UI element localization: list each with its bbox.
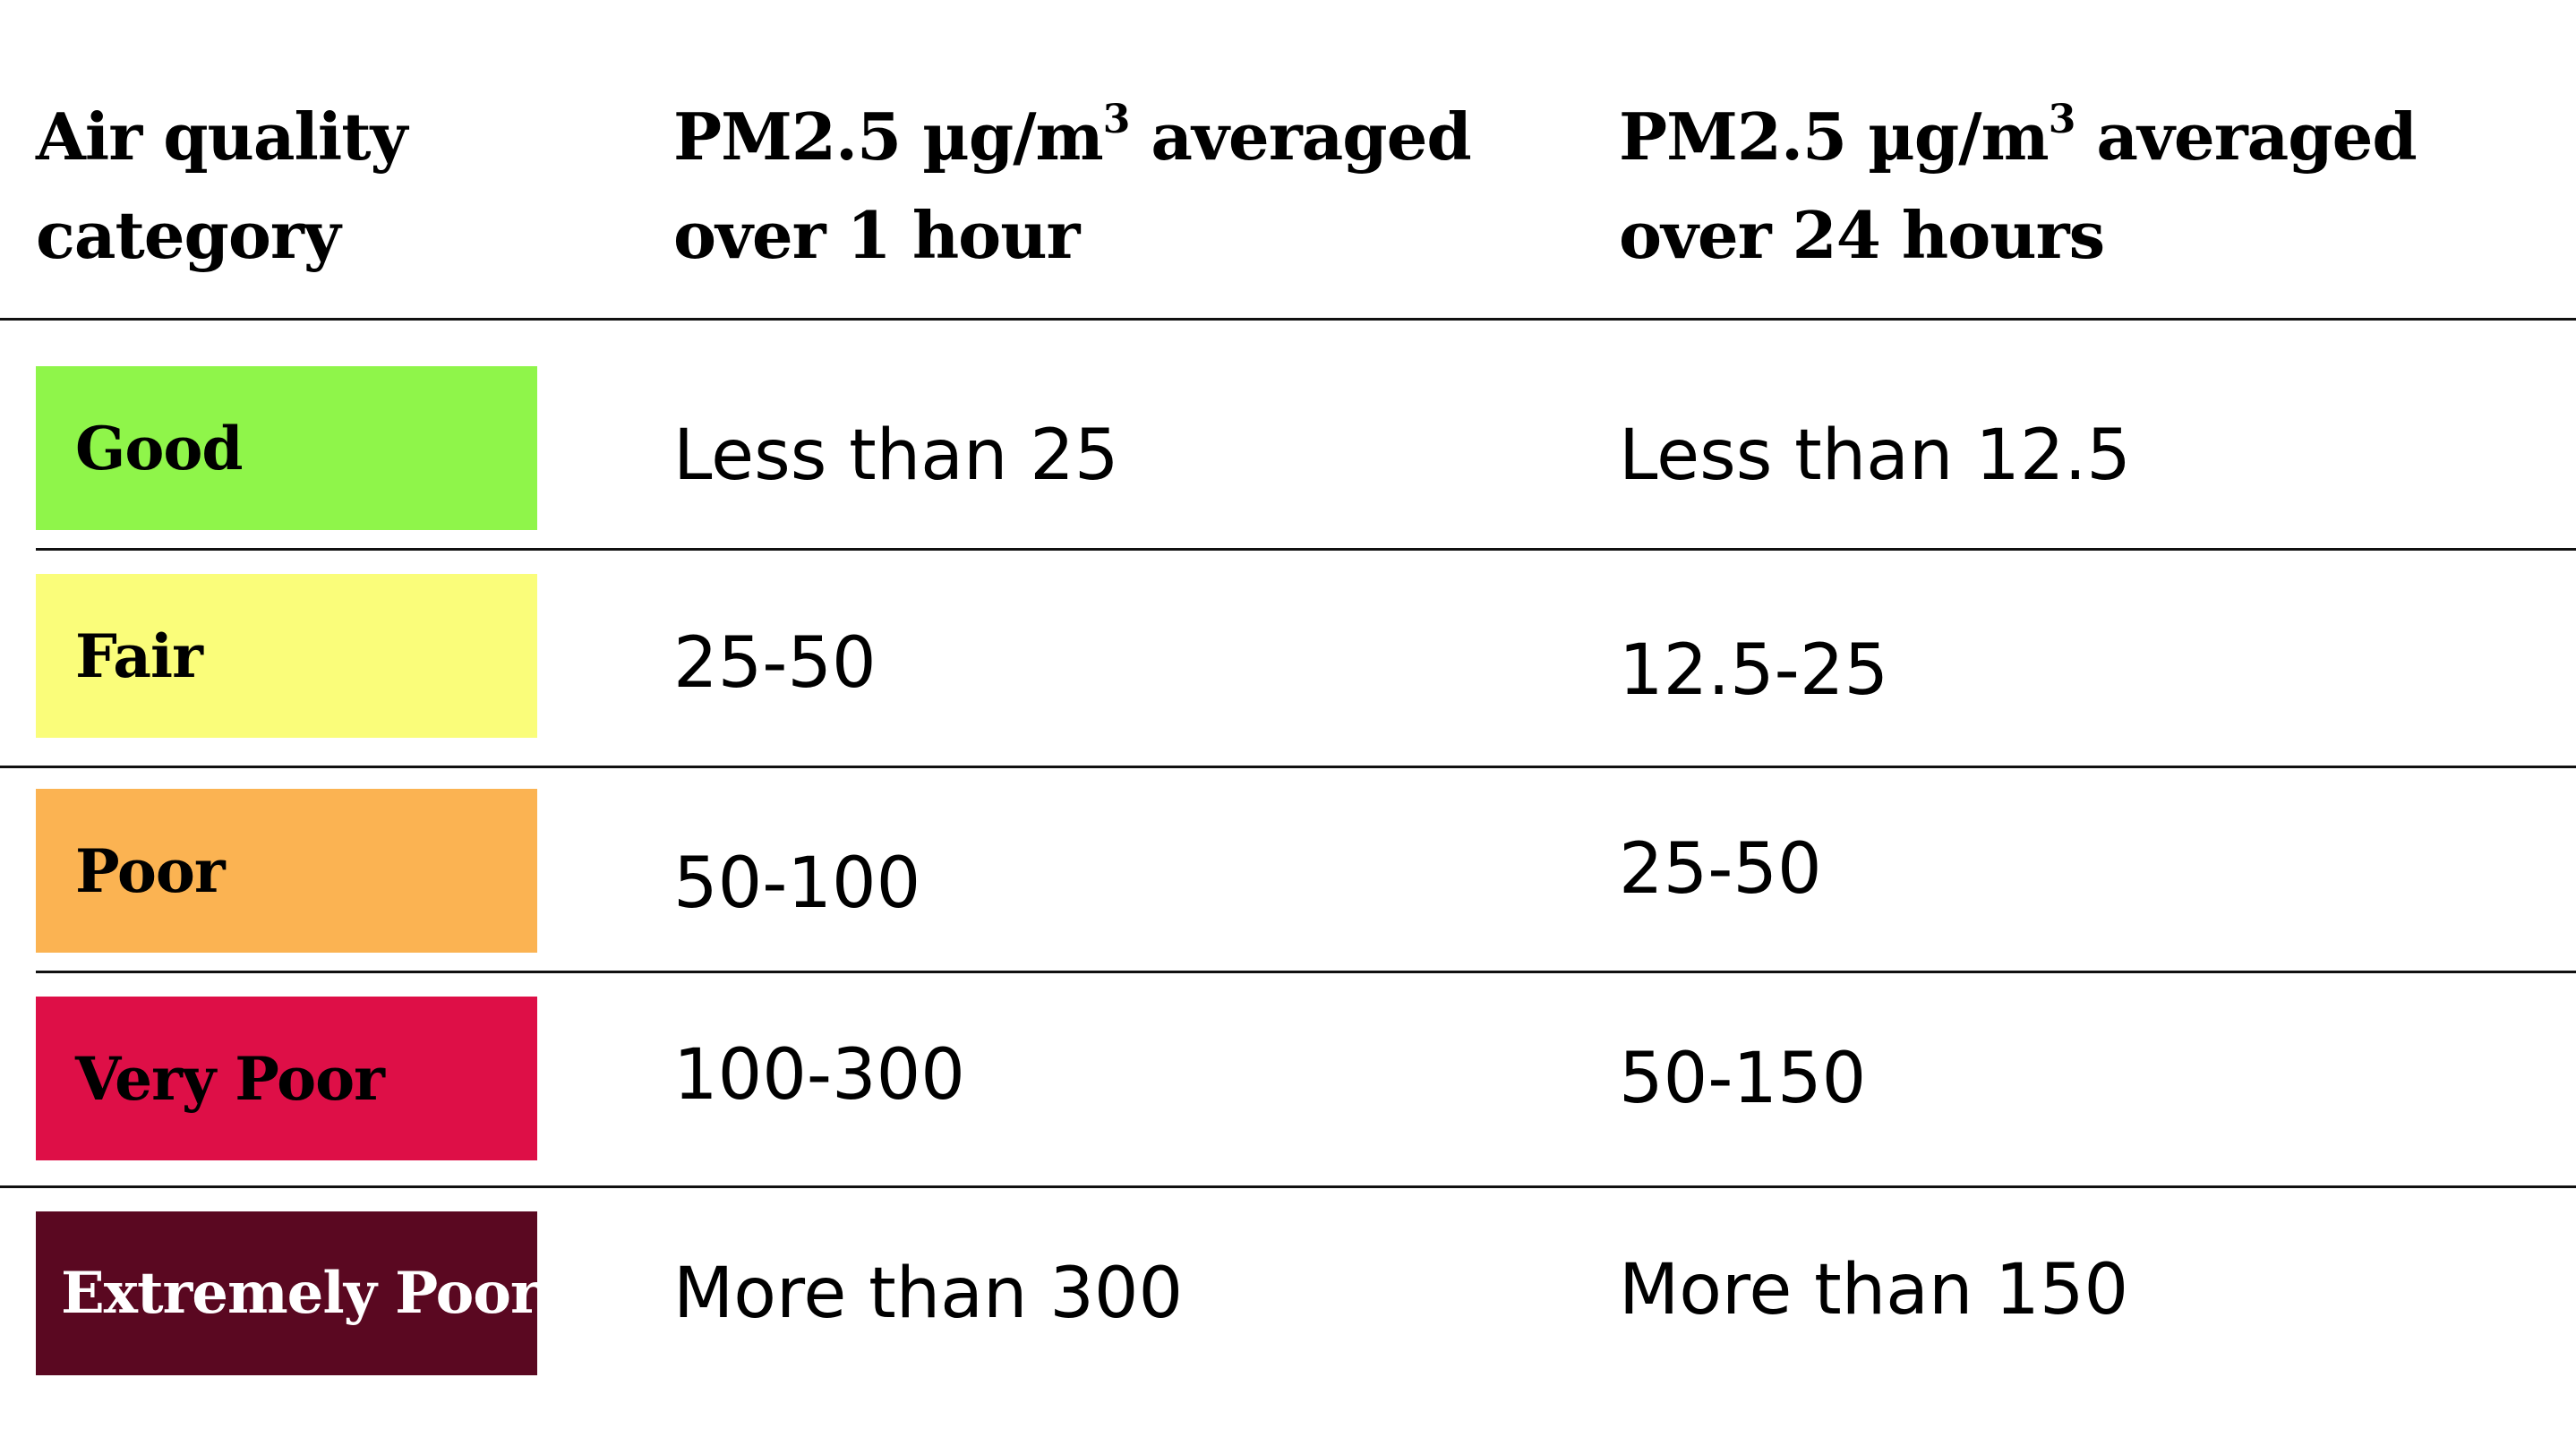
category-label: Poor [75,835,226,906]
value-24h-extremely-poor: More than 150 [1619,1250,2129,1331]
category-label: Good [75,413,244,483]
value-24h-good: Less than 12.5 [1619,415,2131,496]
header-category: Air quality category [36,88,407,285]
category-label: Fair [75,620,203,691]
category-badge-extremely-poor: Extremely Poor [36,1211,541,1375]
row-divider [36,548,2576,551]
category-badge-fair: Fair [36,574,537,738]
value-1h-poor: 50-100 [673,843,921,924]
value-24h-poor: 25-50 [1619,829,1822,910]
header-pm25-1h-line2: over 1 hour [673,197,1080,273]
category-label: Extremely Poor [61,1260,541,1327]
category-badge-very-poor: Very Poor [36,997,537,1160]
header-pm25-24h-line2: over 24 hours [1619,197,2105,273]
row-divider [0,766,2576,768]
header-pm25-24h: PM2.5 µg/m3 averaged over 24 hours [1619,88,2418,285]
category-badge-poor: Poor [36,789,537,953]
header-category-line1: Air quality [36,98,407,175]
value-1h-good: Less than 25 [673,415,1119,496]
header-pm25-1h-line1: PM2.5 µg/m3 averaged [673,97,1472,175]
row-divider [0,1185,2576,1188]
header-category-line2: category [36,197,341,273]
value-24h-very-poor: 50-150 [1619,1039,1867,1119]
header-pm25-1h: PM2.5 µg/m3 averaged over 1 hour [673,88,1472,285]
value-1h-fair: 25-50 [673,623,877,704]
value-1h-extremely-poor: More than 300 [673,1254,1184,1334]
value-1h-very-poor: 100-300 [673,1035,965,1116]
value-24h-fair: 12.5-25 [1619,630,1889,711]
row-divider [36,971,2576,973]
category-badge-good: Good [36,366,537,530]
header-pm25-24h-line1: PM2.5 µg/m3 averaged [1619,97,2418,175]
header-divider [0,318,2576,321]
category-label: Very Poor [75,1043,385,1114]
